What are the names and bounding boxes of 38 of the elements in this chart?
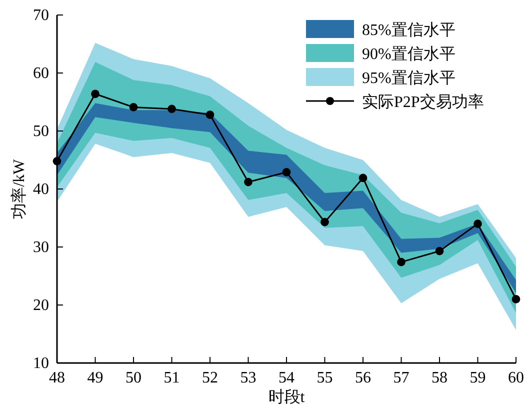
x-tick-label: 49 xyxy=(87,369,104,386)
y-tick-label: 70 xyxy=(33,7,49,24)
y-tick-label: 20 xyxy=(33,297,49,314)
x-tick-label: 53 xyxy=(240,369,256,386)
legend-label: 85%置信水平 xyxy=(362,21,456,39)
legend-label: 95%置信水平 xyxy=(362,69,456,87)
point xyxy=(474,220,482,228)
x-tick-label: 48 xyxy=(49,369,65,386)
point xyxy=(168,104,176,114)
point xyxy=(435,246,444,256)
y-tick-label: 50 xyxy=(33,123,49,140)
legend-label: 90%置信水平 xyxy=(362,45,456,63)
point xyxy=(397,258,406,266)
x-tick-label: 60 xyxy=(508,369,524,386)
x-tick-label: 50 xyxy=(126,369,142,386)
x-axis-title: 时段t xyxy=(268,388,306,406)
x-tick-label: 52 xyxy=(202,369,218,386)
point xyxy=(206,110,214,119)
point xyxy=(282,168,291,176)
x-tick-label: 51 xyxy=(164,369,180,386)
point xyxy=(512,295,520,304)
x-tick-label: 54 xyxy=(278,369,294,386)
y-tick-label: 40 xyxy=(33,181,49,198)
x-tick-label: 55 xyxy=(316,369,333,386)
legend-label: 实际P2P交易功率 xyxy=(362,93,484,111)
point xyxy=(129,103,138,112)
x-tick-label: 57 xyxy=(393,369,410,386)
y-axis-title: 功率/kW xyxy=(10,158,28,219)
x-tick-label: 56 xyxy=(355,369,371,386)
point xyxy=(244,178,252,186)
point xyxy=(358,174,368,182)
y-tick-label: 10 xyxy=(33,355,49,372)
x-tick-label: 59 xyxy=(470,369,486,386)
y-tick-label: 30 xyxy=(33,239,49,256)
point xyxy=(320,218,329,226)
y-tick-label: 60 xyxy=(33,65,49,82)
x-tick-label: 58 xyxy=(432,369,448,386)
point xyxy=(91,90,100,98)
